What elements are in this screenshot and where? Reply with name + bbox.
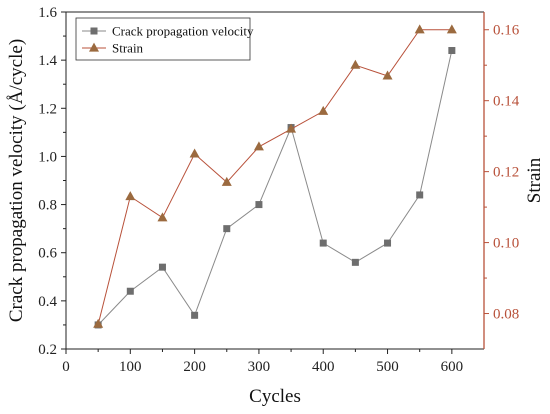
y-tick-label: 0.6: [38, 246, 57, 262]
velocity-point: [351, 258, 359, 266]
x-tick-label: 500: [376, 359, 399, 375]
strain-point: [189, 148, 200, 158]
strain-point: [125, 191, 136, 201]
legend-label: Crack propagation velocity: [112, 24, 254, 39]
velocity-point: [191, 311, 199, 319]
x-tick-label: 0: [62, 359, 70, 375]
velocity-point: [255, 201, 263, 209]
strain-point: [446, 24, 457, 34]
strain-point: [221, 176, 232, 186]
y-tick-label: 0.2: [38, 342, 57, 358]
velocity-point: [448, 47, 456, 55]
velocity-point: [416, 191, 424, 199]
plot-area: 0 100 200 300 400 500 600 0.2 0.4 0.6 0.8 1.0 1.2 1.4…: [38, 5, 520, 375]
legend-marker: [89, 42, 99, 52]
y-tick-label: 1.4: [38, 53, 57, 69]
y2-tick-label: 0.08: [493, 307, 519, 323]
y-tick-label: 0.4: [38, 294, 57, 310]
velocity-point: [384, 239, 392, 247]
strain-point: [414, 24, 425, 34]
strain-point: [350, 59, 361, 69]
y-axis-title: Crack propagation velocity (Å/cycle): [6, 39, 27, 322]
x-tick-label: 600: [441, 359, 464, 375]
velocity-point: [126, 287, 134, 295]
y-tick-label: 1.2: [38, 101, 57, 117]
x-tick-label: 400: [312, 359, 335, 375]
series-line-1: [97, 50, 453, 326]
x-tick-label: 100: [119, 359, 142, 375]
strain-point: [318, 105, 329, 115]
strain-point: [93, 318, 104, 328]
strain-point: [382, 70, 393, 80]
y2-tick-label: 0.10: [493, 236, 519, 252]
velocity-point: [158, 263, 166, 271]
strain-point: [157, 212, 168, 222]
series-layer: [93, 24, 457, 329]
legend-box: [75, 17, 251, 61]
y2-tick-label: 0.12: [493, 165, 519, 181]
y2-tick-label: 0.16: [493, 23, 520, 39]
y-tick-label: 1.6: [38, 5, 57, 21]
x-axis-title: Cycles: [249, 386, 301, 407]
x-tick-label: 300: [248, 359, 271, 375]
series-line-2: [97, 29, 452, 325]
legend-label: Strain: [112, 41, 144, 56]
y-tick-label: 1.0: [38, 149, 57, 165]
x-tick-label: 200: [183, 359, 206, 375]
legend: Crack propagation velocity Strain: [75, 17, 254, 61]
legend-marker: [90, 27, 98, 35]
y-tick-label: 0.8: [38, 198, 57, 214]
y2-tick-label: 0.14: [493, 94, 520, 110]
y2-axis-title: Strain: [524, 157, 545, 203]
strain-point: [253, 141, 264, 151]
strain-point: [286, 123, 297, 133]
velocity-point: [319, 239, 327, 247]
velocity-point: [223, 225, 231, 233]
